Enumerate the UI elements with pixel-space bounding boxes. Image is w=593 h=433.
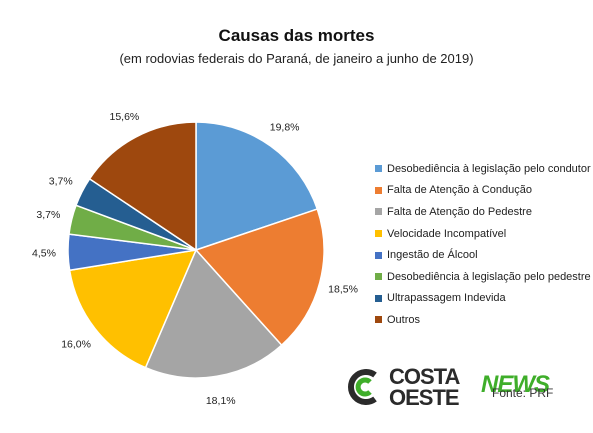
slice-data-label: 15,6% — [109, 111, 139, 123]
legend-label: Falta de Atenção à Condução — [387, 184, 532, 197]
legend-item: Ultrapassagem Indevida — [375, 288, 591, 310]
legend-swatch — [375, 294, 382, 302]
legend-swatch — [375, 186, 382, 194]
pie-slice — [195, 121, 319, 252]
legend-label: Desobediência à legislação pelo pedestre — [387, 270, 591, 283]
slice-data-label: 4,5% — [32, 248, 56, 260]
legend-item: Falta de Atenção à Condução — [375, 180, 591, 202]
legend-item: Desobediência à legislação pelo condutor — [375, 158, 591, 180]
slice-data-label: 16,0% — [61, 338, 91, 350]
legend-swatch — [375, 208, 382, 216]
legend-label: Velocidade Incompatível — [387, 227, 507, 240]
slice-data-label: 19,8% — [270, 122, 300, 134]
chart-title: Causas das mortes — [218, 26, 375, 45]
slice-data-label: 18,5% — [328, 284, 358, 296]
legend-item: Falta de Atenção do Pedestre — [375, 201, 591, 223]
legend-swatch — [375, 316, 382, 324]
chart-subtitle: (em rodovias federais do Paraná, de jane… — [119, 51, 474, 66]
legend-item: Desobediência à legislação pelo pedestre — [375, 266, 591, 288]
legend-swatch — [375, 165, 382, 173]
costa-oeste-logo-icon — [348, 369, 377, 405]
logo-text-oeste: OESTE — [389, 385, 460, 410]
legend-swatch — [375, 273, 382, 281]
legend-item: Outros — [375, 309, 591, 331]
legend-label: Desobediência à legislação pelo condutor — [387, 162, 591, 175]
legend-label: Outros — [387, 313, 421, 326]
brand-logo: COSTA OESTE NEWS — [345, 363, 575, 413]
slice-data-label: 18,1% — [206, 395, 236, 407]
pie-slice — [144, 248, 283, 379]
pie-slice — [68, 249, 198, 369]
legend-label: Ingestão de Álcool — [387, 249, 478, 262]
legend-item: Velocidade Incompatível — [375, 223, 591, 245]
legend-swatch — [375, 230, 382, 238]
source-note: Fonte: PRF — [492, 386, 554, 400]
slice-data-label: 3,7% — [36, 209, 60, 221]
pie-slice — [88, 121, 197, 252]
legend-label: Falta de Atenção do Pedestre — [387, 205, 532, 218]
logo-text-news: NEWS — [481, 371, 550, 398]
legend-item: Ingestão de Álcool — [375, 244, 591, 266]
pie-slice — [194, 208, 325, 347]
slice-data-label: 3,7% — [49, 176, 73, 188]
chart-legend: Desobediência à legislação pelo condutor… — [375, 158, 591, 331]
legend-swatch — [375, 251, 382, 259]
legend-label: Ultrapassagem Indevida — [387, 292, 506, 305]
logo-text-costa: COSTA — [389, 364, 460, 389]
